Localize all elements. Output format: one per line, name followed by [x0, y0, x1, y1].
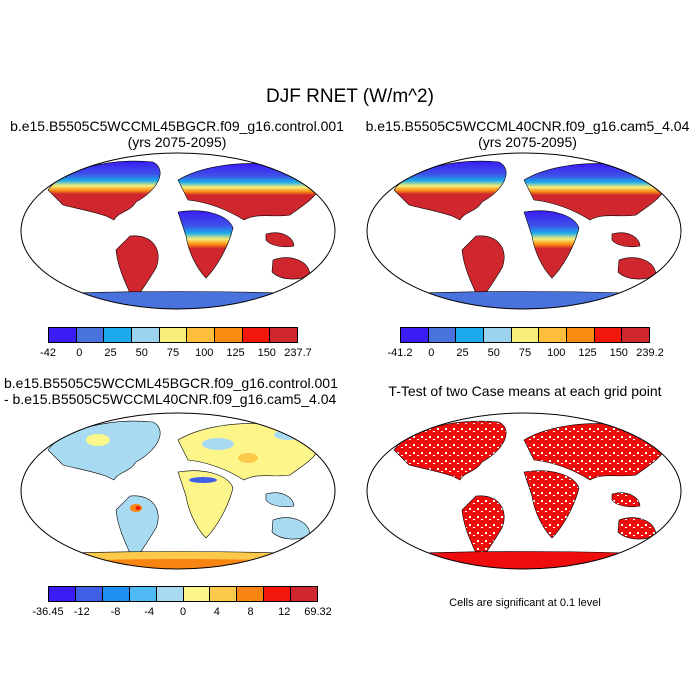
colorbar-tick-label: 75: [166, 347, 180, 359]
colorbar-swatch: [132, 328, 160, 342]
colorbar-tick-label: -12: [73, 606, 90, 618]
colorbar-swatch: [511, 328, 540, 342]
colorbar-tick-label: 0: [179, 606, 187, 618]
panel-3-title: b.e15.B5505C5WCCML45BGCR.f09_g16.control…: [4, 375, 354, 407]
colorbar-tick-label: 25: [104, 347, 117, 359]
colorbar-panel-2-labels: -41.2 0 25 50 75 100 125 150 239.2: [387, 347, 663, 361]
colorbar-tick-label: -8: [110, 606, 121, 618]
colorbar-swatch: [156, 587, 184, 601]
colorbar-swatch: [539, 328, 568, 342]
colorbar-tick-label: 75: [518, 347, 532, 359]
colorbar-swatch: [102, 587, 130, 601]
colorbar-tick-label: 150: [609, 347, 628, 359]
colorbar-tick-label: -42: [40, 347, 56, 359]
colorbar-tick-label: 69.32: [304, 606, 332, 618]
panel-3-title-line-2: - b.e15.B5505C5WCCML40CNR.f09_g16.cam5_4…: [4, 391, 337, 407]
colorbar-panel-3-labels: -36.45 -12 -8 -4 0 4 8 12 69.32: [32, 606, 331, 620]
colorbar-swatch: [401, 328, 429, 342]
colorbar-swatch: [622, 328, 650, 342]
colorbar-tick-label: 25: [456, 347, 469, 359]
panel-4-title: T-Test of two Case means at each grid po…: [355, 383, 695, 399]
continents-2: [393, 160, 670, 303]
colorbar-tick-label: 150: [257, 347, 276, 359]
panel-2-title: b.e15.B5505C5WCCML40CNR.f09_g16.cam5_4.0…: [355, 118, 700, 150]
colorbar-swatch: [183, 587, 211, 601]
colorbar-swatch: [237, 587, 265, 601]
map-panel-4: [366, 412, 682, 570]
panel-1-title-line-1: b.e15.B5505C5WCCML45BGCR.f09_g16.control…: [10, 118, 344, 134]
map-panel-1: [20, 152, 336, 310]
colorbar-tick-label: 100: [547, 347, 566, 359]
colorbar-tick-label: 237.7: [284, 347, 312, 359]
colorbar-tick-label: 0: [428, 347, 435, 359]
colorbar-tick-label: 50: [487, 347, 500, 359]
colorbar-tick-label: 12: [278, 606, 291, 618]
colorbar-swatch: [210, 587, 238, 601]
colorbar-tick-label: 0: [76, 347, 83, 359]
significance-note: Cells are significant at 0.1 level: [449, 597, 601, 609]
colorbar-tick-label: -41.2: [387, 347, 413, 359]
colorbar-swatch: [291, 587, 318, 601]
colorbar-swatch: [428, 328, 457, 342]
colorbar-swatch: [49, 328, 77, 342]
continents-3: [47, 420, 324, 563]
colorbar-swatch: [594, 328, 623, 342]
colorbar-tick-label: 125: [578, 347, 597, 359]
map-panel-3: [20, 412, 336, 570]
panel-4-title-line-1: T-Test of two Case means at each grid po…: [388, 383, 662, 399]
panel-1-title-line-2: (yrs 2075-2095): [127, 134, 227, 150]
panel-2-title-line-2: (yrs 2075-2095): [478, 134, 577, 150]
colorbar-tick-label: -36.45: [32, 606, 64, 618]
colorbar-swatch: [264, 587, 292, 601]
continents-1: [47, 160, 324, 303]
colorbar-tick-label: -4: [144, 606, 155, 618]
colorbar-panel-2: [400, 327, 650, 343]
colorbar-swatch: [270, 328, 298, 342]
colorbar-tick-label: 8: [247, 606, 254, 618]
map-panel-2: [366, 152, 682, 310]
colorbar-swatch: [567, 328, 595, 342]
colorbar-swatch: [159, 328, 188, 342]
panel-2-title-line-1: b.e15.B5505C5WCCML40CNR.f09_g16.cam5_4.0…: [365, 118, 690, 134]
colorbar-swatch: [104, 328, 133, 342]
colorbar-swatch: [129, 587, 157, 601]
colorbar-swatch: [49, 587, 76, 601]
colorbar-tick-label: 4: [213, 606, 220, 618]
colorbar-swatch: [76, 328, 105, 342]
panel-3-title-line-1: b.e15.B5505C5WCCML45BGCR.f09_g16.control…: [4, 375, 338, 391]
panel-1-title: b.e15.B5505C5WCCML45BGCR.f09_g16.control…: [2, 118, 352, 150]
figure-title: DJF RNET (W/m^2): [266, 86, 434, 107]
colorbar-swatch: [484, 328, 512, 342]
colorbar-swatch: [215, 328, 243, 342]
colorbar-tick-label: 50: [135, 347, 148, 359]
colorbar-tick-label: 125: [226, 347, 245, 359]
colorbar-tick-label: 239.2: [636, 347, 664, 359]
continents-4: [393, 420, 670, 563]
colorbar-panel-1: [48, 327, 298, 343]
colorbar-panel-3: [48, 586, 318, 602]
colorbar-swatch: [456, 328, 485, 342]
colorbar-panel-1-labels: -42 0 25 50 75 100 125 150 237.7: [40, 347, 312, 361]
colorbar-tick-label: 100: [195, 347, 214, 359]
colorbar-swatch: [187, 328, 216, 342]
colorbar-swatch: [75, 587, 103, 601]
colorbar-swatch: [242, 328, 271, 342]
